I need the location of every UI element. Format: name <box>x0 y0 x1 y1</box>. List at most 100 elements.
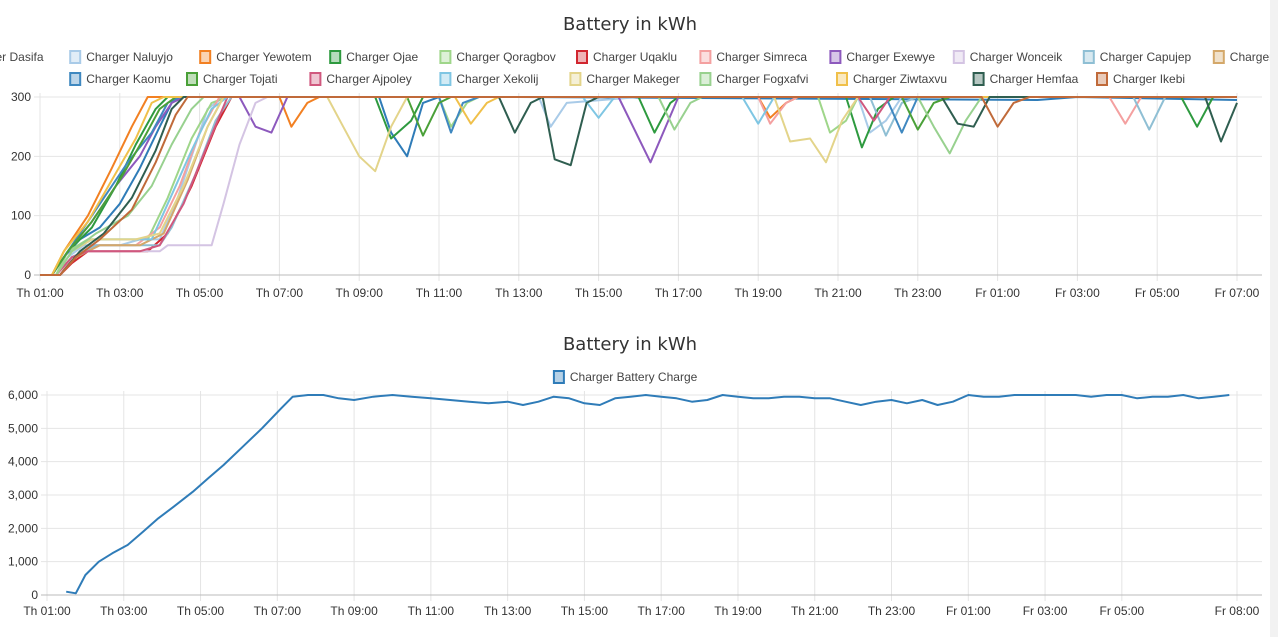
battery-chart-per-charger: Battery in kWh Charger Dasifa Charger Nal… <box>0 14 1270 300</box>
x-tick-label: Th 17:00 <box>655 286 703 300</box>
chart-legend: Charger Battery Charge <box>552 370 698 384</box>
legend-label[interactable]: Charger Exewye <box>846 50 935 64</box>
legend-label[interactable]: Charger Ajpoley <box>326 72 411 86</box>
legend-label[interactable]: Charger Yewotem <box>216 50 311 64</box>
chart-title: Battery in kWh <box>563 334 697 355</box>
legend-swatch[interactable] <box>186 72 198 86</box>
x-tick-label: Th 21:00 <box>791 604 839 618</box>
grid-lines <box>34 93 1262 281</box>
legend-swatch[interactable] <box>836 72 848 86</box>
series-line[interactable] <box>40 96 1237 276</box>
legend-swatch[interactable] <box>829 50 842 64</box>
legend-swatch[interactable] <box>439 72 452 86</box>
x-tick-label: Th 09:00 <box>330 604 378 618</box>
legend-swatch[interactable] <box>552 370 565 384</box>
x-axis-ticks: Th 01:00 Th 03:00 Th 05:00 Th 07:00 Th 09:00… <box>23 604 1259 618</box>
x-tick-label: Th 07:00 <box>254 604 302 618</box>
legend-label[interactable]: Charger Capujep <box>1100 50 1192 64</box>
y-tick-label: 2,000 <box>8 521 38 535</box>
series-line[interactable] <box>40 96 1237 276</box>
legend-swatch[interactable] <box>952 50 965 64</box>
legend-label[interactable]: Charger Kaomu <box>86 72 171 86</box>
series-line[interactable] <box>40 96 1238 276</box>
x-tick-label: Th 11:00 <box>416 286 463 300</box>
y-axis-ticks: 0 1,000 2,000 3,000 4,000 5,000 6,000 <box>8 388 38 602</box>
x-tick-label: Fr 08:00 <box>1215 604 1260 618</box>
legend-swatch[interactable] <box>699 50 712 64</box>
legend-swatch[interactable] <box>199 50 212 64</box>
series-line[interactable] <box>40 96 1237 276</box>
series-line[interactable] <box>40 96 1237 276</box>
x-tick-label: Th 23:00 <box>868 604 916 618</box>
series-line[interactable] <box>40 96 1237 276</box>
y-tick-label: 0 <box>24 268 31 282</box>
series-line[interactable] <box>40 96 1237 276</box>
x-tick-label: Th 09:00 <box>336 286 384 300</box>
y-tick-label: 100 <box>11 209 31 223</box>
legend-label[interactable]: Charger Giniwe <box>1230 50 1270 64</box>
series-line[interactable] <box>40 96 1237 276</box>
legend-label[interactable]: Charger Xekolij <box>456 72 538 86</box>
series-line[interactable] <box>40 96 1237 276</box>
series-line[interactable] <box>40 96 1237 276</box>
legend-label[interactable]: Charger Makeger <box>586 72 679 86</box>
legend-label[interactable]: Charger Ziwtaxvu <box>853 72 947 86</box>
x-tick-label: Th 19:00 <box>735 286 783 300</box>
legend-label[interactable]: Charger Uqaklu <box>593 50 677 64</box>
legend-swatch[interactable] <box>309 72 322 86</box>
series-line[interactable] <box>40 96 1237 276</box>
legend-label[interactable]: Charger Qoragbov <box>456 50 555 64</box>
x-tick-label: Th 01:00 <box>16 286 64 300</box>
series-line[interactable] <box>40 96 1237 276</box>
x-tick-label: Th 01:00 <box>23 604 71 618</box>
x-axis-ticks: Th 01:00 Th 03:00 Th 05:00 Th 07:00 Th 09:00… <box>16 286 1259 300</box>
legend-swatch[interactable] <box>329 50 342 64</box>
series-line[interactable] <box>40 96 1237 276</box>
series-line[interactable] <box>40 96 1237 276</box>
battery-chart-total: Battery in kWh Charger Battery Charge 0 1… <box>8 334 1262 618</box>
x-tick-label: Th 13:00 <box>495 286 543 300</box>
y-tick-label: 1,000 <box>8 555 38 569</box>
legend-swatch[interactable] <box>439 50 452 64</box>
legend-label[interactable]: Charger Wonceik <box>970 50 1063 64</box>
legend-swatch[interactable] <box>1212 50 1225 64</box>
x-tick-label: Th 11:00 <box>408 604 455 618</box>
legend-swatch[interactable] <box>69 72 82 86</box>
legend-label[interactable]: Charger Ojae <box>346 50 418 64</box>
series-line[interactable] <box>40 96 1237 276</box>
x-tick-label: Th 03:00 <box>100 604 148 618</box>
legend-label[interactable]: Charger Hemfaa <box>990 72 1079 86</box>
x-tick-label: Th 21:00 <box>814 286 862 300</box>
legend-label[interactable]: Charger Simreca <box>716 50 807 64</box>
legend-swatch[interactable] <box>569 72 582 86</box>
legend-label[interactable]: Charger Tojati <box>203 72 277 86</box>
scrollbar-track[interactable] <box>1270 0 1278 637</box>
legend-swatch[interactable] <box>1082 50 1095 64</box>
series-line[interactable] <box>40 96 1237 276</box>
legend-label[interactable]: Charger Naluyjo <box>86 50 173 64</box>
x-tick-label: Fr 07:00 <box>1215 286 1260 300</box>
series-line[interactable] <box>40 96 1237 276</box>
x-tick-label: Th 07:00 <box>256 286 304 300</box>
legend-swatch[interactable] <box>699 72 712 86</box>
x-tick-label: Fr 05:00 <box>1135 286 1180 300</box>
legend-swatch[interactable] <box>69 50 82 64</box>
legend-label[interactable]: Charger Fogxafvi <box>716 72 808 86</box>
legend-label[interactable]: Charger Battery Charge <box>570 370 698 384</box>
legend-swatch[interactable] <box>576 50 588 64</box>
series-line[interactable] <box>40 96 1237 276</box>
legend-label[interactable]: Charger Ikebi <box>1113 72 1185 86</box>
series-line[interactable] <box>66 394 1230 595</box>
legend-swatch[interactable] <box>1096 72 1108 86</box>
chart-legend: Charger Dasifa Charger Naluyjo Charger Yew… <box>0 50 1270 86</box>
grid-lines <box>41 391 1262 601</box>
legend-swatch[interactable] <box>972 72 985 86</box>
x-tick-label: Fr 03:00 <box>1023 604 1068 618</box>
series-line[interactable] <box>40 96 1237 276</box>
y-axis-ticks: 0 100 200 300 <box>11 90 31 282</box>
y-tick-label: 4,000 <box>8 455 38 469</box>
x-tick-label: Th 05:00 <box>177 604 225 618</box>
y-tick-label: 3,000 <box>8 488 38 502</box>
series-line[interactable] <box>40 96 1238 276</box>
legend-label[interactable]: Charger Dasifa <box>0 50 44 64</box>
